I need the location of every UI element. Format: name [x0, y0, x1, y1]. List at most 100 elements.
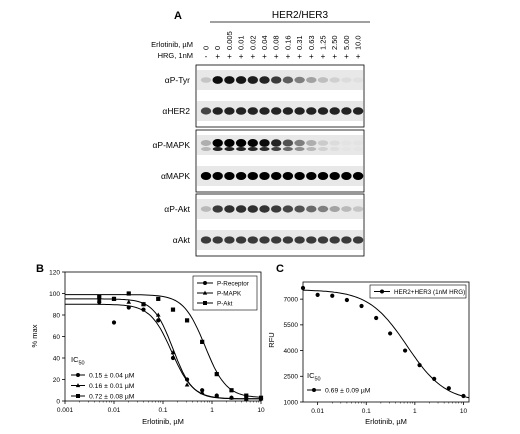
plot-b-points — [96, 291, 264, 401]
concentration-label: 2.50 — [330, 35, 339, 50]
legend-marker — [203, 301, 207, 305]
hrg-sign: + — [332, 52, 337, 61]
blot-band — [200, 172, 212, 180]
blot-band — [329, 147, 340, 151]
blot-band — [247, 172, 258, 180]
x-tick-label: 10 — [257, 407, 265, 414]
blot-label: αMAPK — [161, 171, 190, 181]
data-point — [199, 389, 205, 395]
concentration-label: 5.00 — [342, 35, 351, 50]
data-point — [359, 303, 364, 309]
legend-label: HER2+HER3 (1nM HRG) — [394, 289, 465, 296]
data-point — [229, 388, 234, 393]
blot-band — [282, 76, 294, 84]
data-point — [111, 320, 117, 325]
data-point — [156, 296, 161, 301]
ic50-marker — [76, 373, 80, 377]
hrg-row-label: HRG, 1nM — [158, 51, 193, 60]
fit-curve — [65, 294, 262, 398]
blot-band — [329, 107, 340, 115]
data-point — [374, 315, 379, 321]
blot-band — [341, 172, 352, 180]
plot-b-curves — [65, 294, 262, 400]
data-point — [126, 299, 132, 304]
blot-band — [329, 140, 340, 146]
concentration-label: 0 — [213, 46, 222, 50]
plot-c-ylabel: RFU — [267, 332, 276, 347]
panel-c: C RFU Erlotinib, µM 0.01 0.1 1 10 1000 2500 40… — [267, 263, 470, 426]
hrg-sign: + — [344, 52, 349, 61]
concentration-label: 0.02 — [248, 35, 257, 50]
x-tick-label: 0.1 — [362, 408, 371, 415]
plot-b-legend: P-Receptor P-MAPK P-Akt — [192, 275, 258, 311]
blot-band — [317, 77, 329, 83]
concentration-label: 0.63 — [307, 35, 316, 50]
ic50-marker — [312, 388, 316, 392]
blot-band — [353, 140, 363, 145]
hrg-sign: + — [274, 52, 279, 61]
data-point — [344, 297, 349, 303]
concentration-label: 0.01 — [237, 35, 246, 50]
blot-band — [224, 139, 235, 147]
blot-band — [341, 107, 352, 115]
hrg-signs: - + + + + + + + + + + + + + — [205, 52, 361, 61]
blot-band — [247, 139, 258, 147]
data-point — [155, 312, 161, 317]
blot-band — [212, 205, 223, 213]
hrg-sign: + — [239, 52, 244, 61]
concentration-label: 0 — [202, 46, 211, 50]
blot-band — [259, 172, 270, 180]
hrg-sign: + — [262, 52, 267, 61]
blot-label: αAkt — [173, 235, 191, 245]
hrg-sign: + — [286, 52, 291, 61]
plot-b-xlabel: Erlotinib, µM — [142, 417, 184, 426]
data-point — [214, 372, 219, 377]
blot-band — [271, 236, 282, 244]
blot-band — [247, 205, 258, 213]
blot-band — [224, 107, 235, 115]
data-point — [170, 355, 176, 361]
blot-band — [306, 172, 317, 180]
data-point — [200, 339, 205, 344]
blot-band — [341, 77, 352, 83]
blot-band — [212, 76, 223, 84]
plot-c-ic50-title: IC50 — [307, 371, 321, 383]
y-tick-label: 60 — [53, 334, 61, 341]
blot-band — [224, 147, 235, 151]
blot-band — [201, 147, 211, 151]
hrg-sign: + — [250, 52, 255, 61]
blot-band — [235, 139, 247, 147]
blot-band — [329, 236, 340, 244]
legend-marker — [203, 281, 207, 285]
blot-band — [294, 172, 305, 180]
blot-label: αP-Tyr — [165, 75, 190, 85]
blot-band — [235, 205, 247, 213]
blot-band — [317, 236, 329, 244]
plot-c-legend-box — [369, 284, 467, 299]
concentration-label: 0.04 — [260, 35, 269, 50]
blot-band — [247, 107, 258, 115]
y-tick-label: 100 — [49, 291, 60, 298]
panel-b-label: B — [36, 263, 44, 275]
data-point — [156, 318, 161, 323]
data-point — [388, 331, 393, 336]
blot-band — [235, 236, 247, 244]
fit-curve — [65, 298, 261, 400]
blot-group: αP-Akt αAkt — [164, 193, 365, 257]
data-point — [417, 363, 422, 368]
plot-c-ic50-box: IC50 0.69 ± 0.09 µM — [307, 371, 371, 395]
blot-band — [341, 236, 352, 244]
y-tick-label: 4000 — [284, 348, 299, 355]
blot-band — [306, 147, 317, 151]
blot-band — [329, 77, 340, 83]
hrg-sign: - — [205, 52, 208, 61]
fit-curve — [302, 289, 470, 399]
blot-band — [294, 147, 305, 151]
data-point — [243, 396, 249, 401]
data-point — [126, 305, 131, 310]
blot-band — [294, 139, 305, 147]
data-point — [432, 376, 437, 381]
blot-band — [306, 76, 317, 84]
